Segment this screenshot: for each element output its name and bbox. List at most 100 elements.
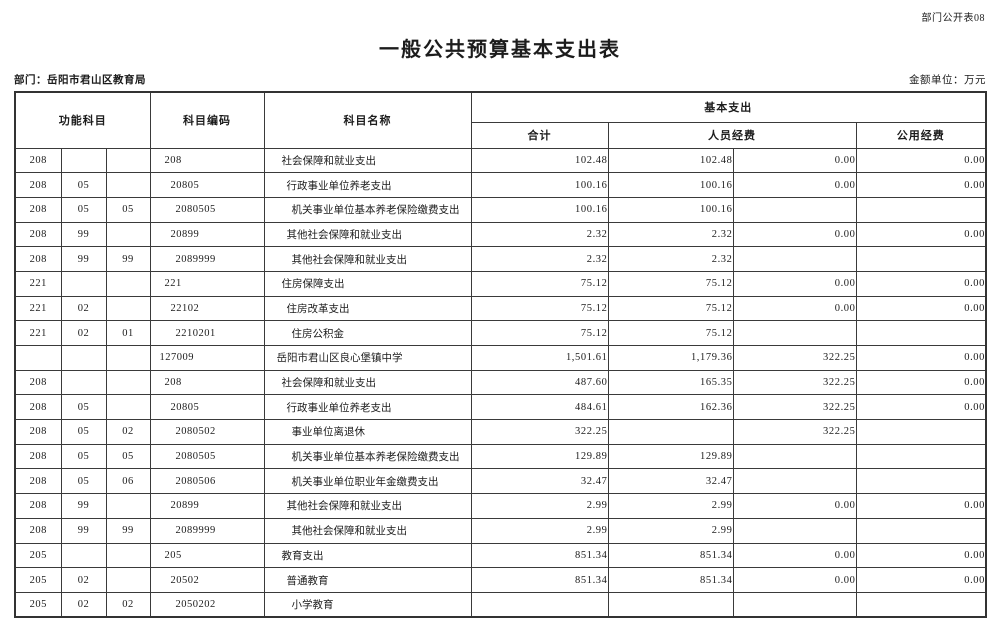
cell-subject-code: 20805	[149, 394, 265, 421]
cell-subject-name: 社会保障和就业支出	[263, 369, 472, 396]
header-row-sub: 合计 人员经费 公用经费	[15, 121, 987, 149]
cell-func-3: 02	[105, 419, 151, 445]
cell-personnel-1: 851.34	[607, 567, 734, 593]
cell-personnel-1: 100.16	[607, 172, 734, 198]
cell-personnel-2	[732, 320, 857, 346]
cell-func-1: 205	[14, 542, 62, 569]
cell-func-2	[60, 147, 107, 174]
cell-public-funds: 0.00	[855, 172, 987, 198]
cell-subject-name: 住房保障支出	[263, 270, 472, 297]
cell-subject-name: 其他社会保障和就业支出	[263, 493, 472, 519]
cell-func-1: 221	[14, 295, 62, 322]
cell-subject-code: 2210201	[149, 320, 265, 346]
cell-personnel-1: 75.12	[607, 295, 734, 322]
cell-total: 484.61	[470, 394, 609, 421]
cell-func-3	[105, 221, 151, 248]
cell-func-3	[105, 147, 151, 174]
cell-func-3	[105, 567, 151, 593]
table-row: 208 05 05 2080505 机关事业单位基本养老保险缴费支出 129.89 129.…	[14, 443, 987, 470]
cell-subject-name: 机关事业单位基本养老保险缴费支出	[263, 196, 472, 223]
cell-func-2: 05	[60, 419, 107, 445]
table-row: 208 05 20805 行政事业单位养老支出 100.16 100.16 0.00 0.00	[14, 172, 987, 198]
budget-table: 功能科目 科目编码 科目名称 基本支出 合计 人员经费 公用经费 208 208 社…	[14, 91, 987, 619]
cell-personnel-1: 75.12	[607, 320, 734, 346]
cell-subject-name: 普通教育	[263, 567, 472, 593]
cell-func-2: 05	[60, 394, 107, 421]
cell-personnel-1: 129.89	[607, 443, 734, 470]
cell-personnel-1: 165.35	[607, 369, 734, 396]
cell-personnel-1: 1,179.36	[607, 345, 734, 371]
cell-public-funds: 0.00	[855, 270, 987, 297]
cell-public-funds: 0.00	[855, 394, 987, 421]
cell-public-funds: 0.00	[855, 221, 987, 248]
table-row: 221 221 住房保障支出 75.12 75.12 0.00 0.00	[14, 270, 987, 297]
table-row: 205 205 教育支出 851.34 851.34 0.00 0.00	[14, 542, 987, 569]
cell-total: 851.34	[470, 567, 609, 593]
cell-total: 1,501.61	[470, 345, 609, 371]
cell-personnel-2: 0.00	[732, 295, 857, 322]
cell-personnel-1: 851.34	[607, 542, 734, 569]
cell-func-1: 208	[14, 221, 62, 248]
cell-public-funds: 0.00	[855, 345, 987, 371]
cell-func-1: 208	[14, 147, 62, 174]
cell-personnel-2: 0.00	[732, 221, 857, 248]
cell-subject-name: 岳阳市君山区良心堡镇中学	[263, 345, 472, 371]
cell-total	[470, 591, 609, 618]
cell-func-3	[105, 270, 151, 297]
cell-subject-code: 20899	[149, 221, 265, 248]
cell-subject-code: 20899	[149, 493, 265, 519]
cell-public-funds	[855, 419, 987, 445]
cell-personnel-2: 0.00	[732, 542, 857, 569]
cell-total: 32.47	[470, 468, 609, 495]
cell-func-1: 208	[14, 443, 62, 470]
table-row: 208 99 20899 其他社会保障和就业支出 2.99 2.99 0.00 0.00	[14, 493, 987, 519]
page-title: 一般公共预算基本支出表	[379, 39, 621, 61]
cell-total: 2.32	[470, 221, 609, 248]
cell-public-funds	[855, 443, 987, 470]
cell-subject-code: 22102	[149, 295, 265, 322]
cell-subject-name: 行政事业单位养老支出	[263, 172, 472, 198]
table-row: 205 02 20502 普通教育 851.34 851.34 0.00 0.00	[14, 567, 987, 593]
cell-subject-code: 127009	[149, 345, 265, 371]
table-row: 208 05 02 2080502 事业单位离退休 322.25 322.25	[14, 419, 987, 445]
header-personnel: 人员经费	[607, 121, 857, 149]
header-basic-expenditure: 基本支出	[470, 91, 987, 123]
cell-total: 75.12	[470, 270, 609, 297]
cell-subject-code: 2089999	[149, 246, 265, 272]
cell-subject-code: 2089999	[149, 517, 265, 544]
table-row: 221 02 22102 住房改革支出 75.12 75.12 0.00 0.00	[14, 295, 987, 322]
cell-subject-name: 社会保障和就业支出	[263, 147, 472, 174]
cell-func-2	[60, 542, 107, 569]
cell-subject-code: 2080505	[149, 443, 265, 470]
cell-func-1: 208	[14, 369, 62, 396]
cell-personnel-1	[607, 419, 734, 445]
cell-public-funds: 0.00	[855, 542, 987, 569]
cell-total: 129.89	[470, 443, 609, 470]
cell-func-1: 208	[14, 493, 62, 519]
cell-personnel-2: 0.00	[732, 493, 857, 519]
cell-personnel-1: 32.47	[607, 468, 734, 495]
cell-subject-name: 住房公积金	[263, 320, 472, 346]
cell-personnel-1: 75.12	[607, 270, 734, 297]
cell-func-3: 01	[105, 320, 151, 346]
cell-public-funds: 0.00	[855, 493, 987, 519]
cell-subject-name: 其他社会保障和就业支出	[263, 246, 472, 272]
cell-func-2: 02	[60, 591, 107, 618]
header-total: 合计	[470, 121, 609, 149]
cell-subject-name: 住房改革支出	[263, 295, 472, 322]
cell-func-2: 02	[60, 295, 107, 322]
cell-total: 100.16	[470, 196, 609, 223]
cell-func-2: 99	[60, 246, 107, 272]
cell-func-3: 05	[105, 443, 151, 470]
cell-subject-name: 小学教育	[263, 591, 472, 618]
meta-row: 部门：岳阳市君山区教育局 金额单位：万元	[14, 72, 986, 87]
cell-public-funds	[855, 468, 987, 495]
cell-personnel-1: 2.99	[607, 517, 734, 544]
cell-personnel-2	[732, 468, 857, 495]
cell-func-1: 208	[14, 394, 62, 421]
cell-func-1: 221	[14, 320, 62, 346]
cell-personnel-1: 2.32	[607, 246, 734, 272]
cell-subject-code: 2050202	[149, 591, 265, 618]
cell-total: 487.60	[470, 369, 609, 396]
